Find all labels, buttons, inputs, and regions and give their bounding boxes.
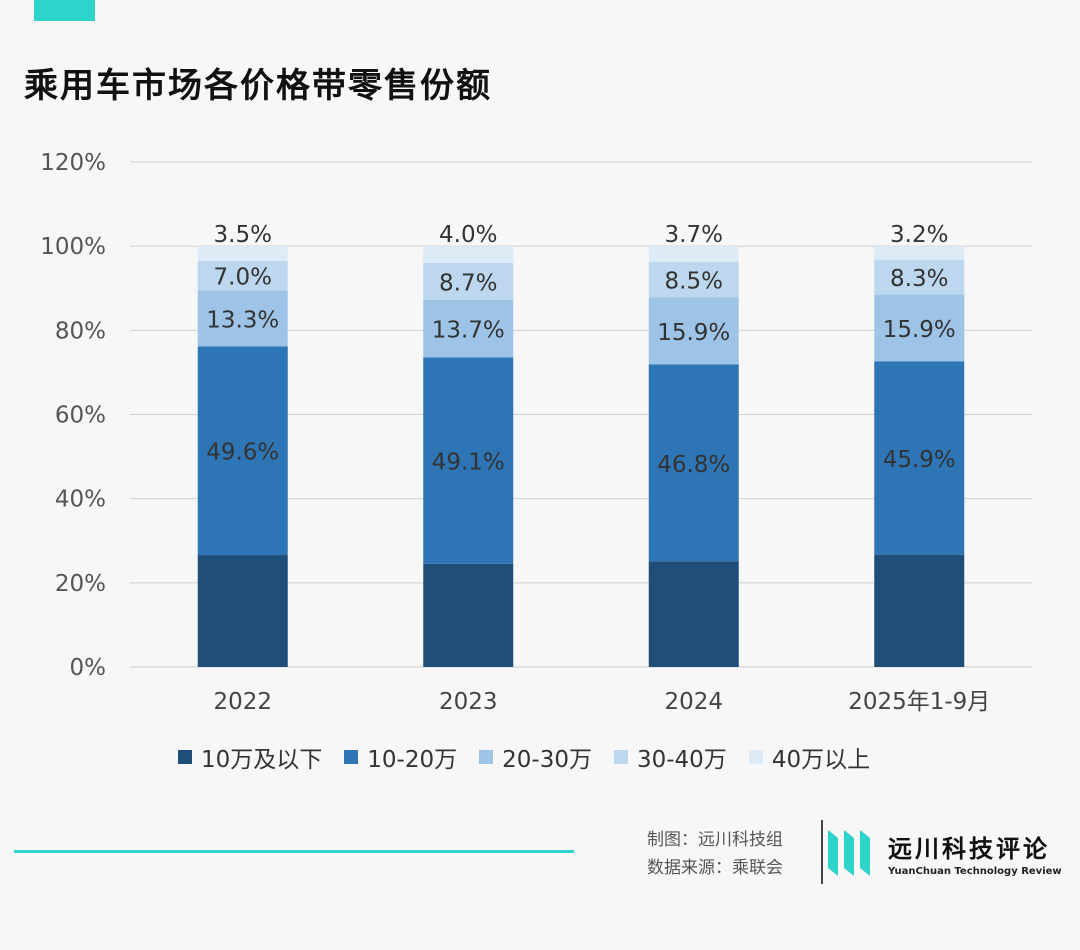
data-label: 46.8%: [657, 452, 730, 478]
x-tick-label: 2024: [664, 689, 723, 715]
maker-credit: 制图：远川科技组: [647, 830, 783, 850]
legend-swatch: [178, 750, 192, 764]
legend-item: 30-40万: [613, 740, 727, 774]
legend-swatch: [344, 750, 359, 764]
decorative-line: [14, 850, 574, 853]
data-label: 3.2%: [890, 222, 948, 248]
legend-swatch: [748, 750, 763, 764]
bar-segment: [874, 554, 965, 667]
y-tick-label: 60%: [55, 403, 106, 429]
bar-segment: [648, 246, 739, 262]
credits: 制图：远川科技组 数据来源：乘联会: [647, 826, 783, 882]
source-credit: 数据来源：乘联会: [647, 858, 783, 878]
data-label: 15.9%: [657, 320, 730, 346]
data-label: 3.5%: [214, 222, 272, 248]
bar-segment: [648, 297, 739, 365]
bar-segment: [648, 561, 739, 667]
data-label: 8.5%: [665, 269, 723, 295]
logo-name-en: YuanChuan Technology Review: [888, 866, 1062, 877]
bar-segment: [648, 364, 739, 562]
data-label: 3.7%: [665, 222, 723, 248]
legend-label: 30-40万: [636, 747, 727, 773]
legend-item: 10-20万: [344, 740, 457, 774]
legend-label: 10-20万: [367, 747, 458, 773]
y-tick-label: 100%: [40, 234, 106, 260]
accent-bar: [34, 0, 95, 21]
bar-segment: [874, 246, 965, 260]
x-tick-label: 2022: [213, 689, 272, 715]
data-label: 49.1%: [432, 450, 505, 476]
legend-item: 40万以上: [748, 740, 871, 774]
data-label: 15.9%: [883, 317, 956, 343]
bar-segment: [648, 261, 739, 298]
x-tick-label: 2023: [439, 689, 498, 715]
y-tick-label: 40%: [55, 487, 106, 513]
y-tick-label: 120%: [40, 150, 106, 176]
data-label: 8.7%: [439, 270, 497, 296]
bar-segment: [197, 290, 288, 347]
bar-segment: [197, 346, 288, 556]
y-tick-label: 80%: [55, 318, 106, 344]
legend-swatch: [479, 750, 494, 764]
y-tick-label: 0%: [70, 655, 107, 681]
y-tick-label: 20%: [55, 571, 106, 597]
bar-segment: [423, 357, 514, 564]
logo-name-cn: 远川科技评论: [888, 835, 1050, 863]
data-label: 45.9%: [883, 447, 956, 473]
legend-item: 10万及以下: [178, 740, 322, 774]
bar-segment: [423, 246, 514, 263]
chart-title: 乘用车市场各价格带零售份额: [24, 66, 492, 106]
bar-segment: [423, 299, 514, 358]
stacked-bar-chart: 0% 20% 40% 60% 80% 100% 120% 49.6% 13.3% 7.0% 3.5%…: [40, 150, 1032, 715]
legend-label: 20-30万: [502, 747, 592, 773]
bar-segment: [197, 555, 288, 667]
chart-legend: 10万及以下 10-20万 20-30万 30-40万 40万以上: [178, 740, 892, 774]
bar-segment: [874, 259, 965, 295]
data-label: 13.3%: [206, 307, 279, 333]
x-tick-label: 2025年1-9月: [848, 689, 990, 715]
bar-segment: [197, 260, 288, 291]
data-label: 7.0%: [214, 265, 272, 291]
credits-divider: [821, 820, 823, 884]
bar-segment: [197, 246, 288, 261]
logo: 远川科技评论 YuanChuan Technology Review: [888, 829, 1062, 877]
data-label: 4.0%: [439, 222, 497, 248]
data-label: 49.6%: [206, 440, 279, 466]
bar-segment: [423, 263, 514, 300]
legend-label: 40万以上: [771, 747, 871, 773]
logo-icon: [828, 830, 870, 876]
legend-label: 10万及以下: [201, 747, 323, 773]
bar-segment: [874, 294, 965, 362]
bar-segment: [874, 361, 965, 555]
bar-segment: [423, 563, 514, 667]
legend-item: 20-30万: [479, 740, 592, 774]
legend-swatch: [613, 750, 628, 764]
data-label: 8.3%: [890, 266, 948, 292]
data-label: 13.7%: [432, 317, 505, 343]
